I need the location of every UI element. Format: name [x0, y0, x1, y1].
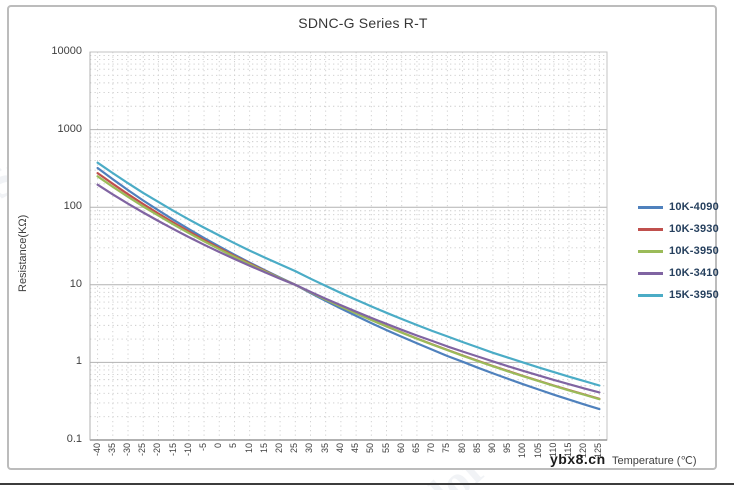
x-tick-label: 30	[304, 443, 315, 454]
bottom-divider	[0, 483, 734, 485]
x-tick-label: 50	[365, 443, 376, 454]
legend-label: 15K-3950	[669, 289, 719, 301]
x-tick-label: -20	[152, 443, 163, 457]
x-tick-label: 0	[213, 443, 224, 449]
series-line-15K-3950	[96, 161, 601, 387]
y-tick-label: 10000	[51, 45, 82, 57]
x-tick-label: 10	[243, 443, 254, 454]
x-axis-title: Temperature (℃)	[612, 455, 697, 467]
legend-line-swatch	[638, 293, 663, 297]
x-tick-label: 45	[350, 443, 361, 454]
chart-legend: 10K-4090 10K-3930 10K-3950 10K-3410 15K-3950	[638, 201, 719, 301]
chart-title: SDNC-G Series R-T	[298, 15, 428, 31]
x-tick-label: 35	[319, 443, 330, 454]
y-axis-title: Resistance(KΩ)	[17, 214, 29, 293]
x-tick-label: 70	[426, 443, 437, 454]
series-line-10K-3410	[96, 183, 601, 394]
legend-label: 10K-3930	[669, 223, 719, 235]
series-line-10K-3950	[96, 175, 601, 401]
y-tick-label: 100	[63, 200, 82, 213]
legend-label: 10K-3410	[669, 267, 719, 279]
x-tick-label: -25	[137, 443, 148, 457]
legend-item-10K-3410: 10K-3410	[638, 267, 719, 279]
plot-border	[89, 51, 608, 441]
x-tick-label: -10	[182, 443, 193, 457]
x-tick-label: 105	[532, 443, 543, 459]
x-tick-label: 75	[441, 443, 452, 454]
x-tick-label: 100	[517, 443, 528, 459]
x-tick-label: 85	[471, 443, 482, 454]
legend-label: 10K-3950	[669, 245, 719, 257]
legend-line-swatch	[638, 249, 663, 253]
x-tick-label: 55	[380, 443, 391, 454]
y-tick-label: 10	[69, 277, 82, 290]
x-tick-label: -15	[167, 443, 178, 457]
series-line-10K-4090	[96, 166, 601, 411]
legend-item-10K-4090: 10K-4090	[638, 201, 719, 213]
x-tick-label: 60	[395, 443, 406, 454]
legend-item-10K-3930: 10K-3930	[638, 223, 719, 235]
x-tick-label: 65	[410, 443, 421, 454]
x-tick-label: 40	[334, 443, 345, 454]
x-tick-label: 20	[274, 443, 285, 454]
x-tick-label: 5	[228, 443, 239, 449]
legend-label: 10K-4090	[669, 201, 719, 213]
x-tick-label: -30	[122, 443, 132, 457]
y-tick-label: 0.1	[66, 433, 82, 445]
legend-line-swatch	[638, 271, 663, 275]
y-tick-label: 1	[75, 355, 82, 368]
site-watermark: ybx8.cn	[550, 451, 606, 467]
x-tick-label: 90	[486, 443, 497, 454]
y-tick-label: 1000	[57, 122, 82, 135]
x-tick-label: 25	[289, 443, 300, 454]
x-tick-label: -35	[106, 443, 117, 457]
legend-line-swatch	[638, 227, 663, 231]
x-tick-label: 15	[258, 443, 269, 454]
legend-item-15K-3950: 15K-3950	[638, 289, 719, 301]
x-tick-label: -5	[198, 443, 209, 452]
x-tick-label: 95	[502, 443, 513, 454]
legend-item-10K-3950: 10K-3950	[638, 245, 719, 257]
legend-line-swatch	[638, 205, 663, 209]
x-tick-label: -40	[91, 443, 102, 457]
x-tick-label: 80	[456, 443, 467, 454]
